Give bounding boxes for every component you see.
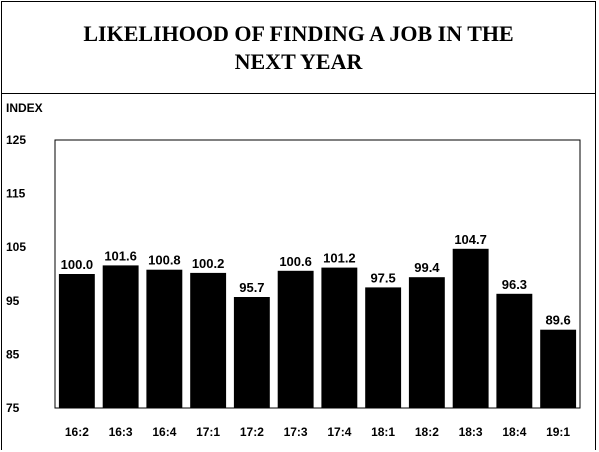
data-label: 99.4	[414, 260, 440, 275]
bar	[277, 270, 314, 408]
y-tick-label: 105	[6, 240, 26, 254]
x-tick-label: 17:1	[196, 425, 220, 439]
bar	[452, 248, 489, 408]
data-label: 101.2	[323, 251, 356, 266]
x-tick-label: 16:4	[152, 425, 176, 439]
x-tick-label: 18:2	[415, 425, 439, 439]
title-box: LIKELIHOOD OF FINDING A JOB IN THE NEXT …	[2, 2, 595, 94]
data-label: 104.7	[454, 232, 487, 247]
y-tick-label: 125	[6, 133, 26, 147]
data-labels: 100.0 101.6 100.8 100.2 95.7 100.6 101.2 97.5 99…	[61, 232, 571, 328]
chart-title: LIKELIHOOD OF FINDING A JOB IN THE NEXT …	[83, 20, 514, 74]
data-label: 100.8	[148, 253, 181, 268]
y-tick-label: 95	[6, 294, 20, 308]
bar	[102, 265, 139, 408]
bar	[321, 267, 358, 408]
bar	[233, 297, 270, 408]
y-tick-label: 115	[6, 187, 26, 201]
data-label: 101.6	[104, 248, 137, 263]
data-label: 89.6	[545, 313, 570, 328]
x-tick-label: 18:3	[459, 425, 483, 439]
data-label: 100.2	[192, 256, 225, 271]
bar	[496, 293, 533, 408]
bar	[190, 272, 227, 408]
y-tick-label: 85	[6, 347, 20, 361]
x-tick-label: 19:1	[546, 425, 570, 439]
bar	[58, 274, 95, 408]
data-label: 100.0	[61, 257, 94, 272]
bars	[58, 248, 577, 408]
data-label: 95.7	[239, 280, 264, 295]
y-tick-label: 75	[6, 401, 20, 415]
x-tick-label: 17:2	[240, 425, 264, 439]
data-label: 97.5	[370, 270, 395, 285]
x-tick-label: 16:2	[65, 425, 89, 439]
x-tick-labels: 16:2 16:3 16:4 17:1 17:2 17:3 17:4 18:1 18:2 18:3…	[65, 425, 571, 439]
bar	[146, 269, 183, 408]
x-tick-label: 17:4	[327, 425, 351, 439]
data-label: 96.3	[502, 277, 527, 292]
bar	[540, 329, 577, 408]
x-tick-label: 18:1	[371, 425, 395, 439]
x-tick-label: 17:3	[284, 425, 308, 439]
plot-area	[54, 139, 581, 409]
bar	[408, 277, 445, 408]
y-tick-labels: 125 115 105 95 85 75	[6, 133, 26, 415]
x-tick-label: 16:3	[109, 425, 133, 439]
y-axis-label: INDEX	[6, 101, 43, 115]
data-label: 100.6	[279, 254, 312, 269]
bar	[365, 287, 402, 408]
x-tick-label: 18:4	[502, 425, 526, 439]
